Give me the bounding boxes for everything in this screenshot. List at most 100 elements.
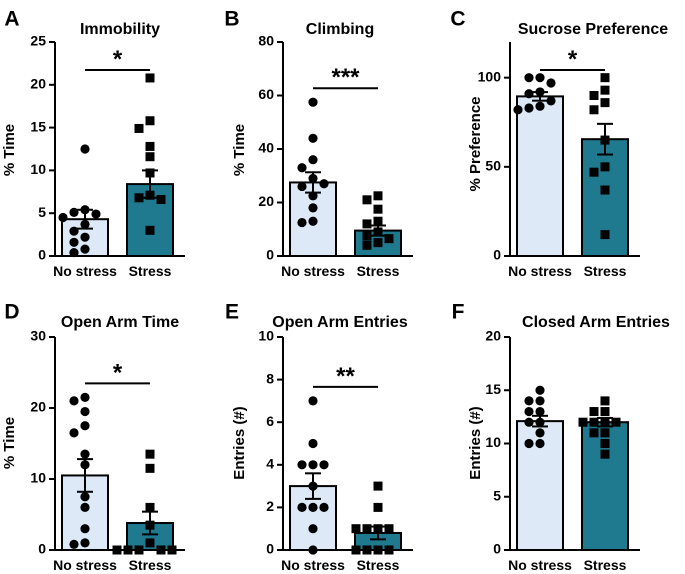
data-point-stress: [600, 185, 610, 195]
y-tick-label: 100: [478, 68, 502, 84]
y-tick-label: 0: [493, 247, 501, 263]
data-point-stress: [600, 98, 610, 108]
data-point-stress: [600, 417, 610, 427]
data-point-no-stress: [69, 539, 79, 549]
data-point-no-stress: [80, 219, 90, 229]
category-label-stress: Stress: [129, 557, 172, 573]
y-tick-label: 60: [258, 86, 274, 102]
data-point-no-stress: [319, 179, 329, 189]
panel-letter: D: [4, 301, 19, 324]
data-point-stress: [373, 524, 383, 534]
data-point-no-stress: [308, 502, 318, 512]
y-tick-label: 30: [30, 328, 46, 344]
panel-letter: B: [224, 8, 239, 31]
data-point-stress: [373, 238, 383, 248]
data-point-no-stress: [297, 502, 307, 512]
data-point-no-stress: [80, 232, 90, 242]
data-point-no-stress: [535, 417, 545, 427]
data-point-no-stress: [308, 396, 318, 406]
category-label-no-stress: No stress: [53, 263, 117, 279]
data-point-stress: [373, 481, 383, 491]
y-tick-label: 20: [485, 328, 501, 344]
data-point-no-stress: [308, 133, 318, 143]
data-point-no-stress: [297, 460, 307, 470]
data-point-no-stress: [58, 212, 68, 223]
data-point-no-stress: [524, 417, 534, 427]
data-point-stress: [600, 73, 610, 83]
chart-title: Climbing: [306, 21, 374, 38]
chart-panel-d: D Open Arm Time % Time 0 10 20 30 No stress Stre…: [1, 301, 185, 573]
data-point-stress: [362, 545, 372, 555]
data-point-stress: [134, 545, 144, 555]
data-point-stress: [123, 545, 133, 555]
y-axis-label: % Time: [231, 124, 248, 176]
category-label-no-stress: No stress: [53, 557, 117, 573]
y-tick-label: 8: [266, 370, 274, 386]
data-point-no-stress: [297, 163, 307, 173]
data-point-no-stress: [308, 97, 318, 107]
y-tick-label: 4: [266, 456, 274, 472]
data-point-no-stress: [524, 396, 534, 406]
chart-title: Sucrose Preference: [518, 21, 668, 38]
data-point-stress: [600, 449, 610, 459]
panel-letter: A: [4, 8, 19, 31]
data-point-no-stress: [308, 524, 318, 534]
category-label-stress: Stress: [584, 263, 627, 279]
data-point-stress: [112, 545, 122, 555]
data-point-stress: [384, 545, 394, 555]
data-point-no-stress: [546, 96, 556, 106]
data-point-stress: [373, 502, 383, 512]
data-point-stress: [362, 219, 372, 229]
data-point-no-stress: [308, 216, 318, 226]
data-point-no-stress: [524, 406, 534, 417]
data-point-stress: [145, 520, 155, 530]
data-point-no-stress: [535, 438, 545, 449]
data-point-stress: [373, 545, 383, 555]
data-point-no-stress: [535, 385, 545, 395]
panel-letter: C: [450, 8, 465, 31]
data-point-no-stress: [80, 460, 90, 470]
data-point-no-stress: [308, 545, 318, 555]
data-point-stress: [145, 190, 155, 200]
data-point-no-stress: [524, 73, 534, 83]
category-label-no-stress: No stress: [281, 557, 345, 573]
data-point-stress: [362, 524, 372, 534]
data-point-no-stress: [535, 428, 545, 438]
data-point-no-stress: [91, 209, 101, 219]
y-tick-label: 2: [266, 498, 274, 514]
y-tick-label: 0: [266, 247, 274, 263]
y-tick-label: 0: [493, 541, 501, 557]
data-point-stress: [145, 538, 155, 548]
data-point-no-stress: [524, 103, 534, 113]
category-label-no-stress: No stress: [281, 263, 345, 279]
data-point-stress: [145, 141, 155, 151]
y-tick-label: 50: [485, 158, 501, 174]
y-axis-label: % Time: [1, 417, 18, 469]
data-point-stress: [362, 195, 372, 205]
data-point-no-stress: [535, 101, 545, 111]
y-axis-label: Entries (#): [467, 406, 484, 479]
y-tick-label: 0: [266, 541, 274, 557]
data-point-no-stress: [80, 392, 90, 402]
panel-letter: F: [452, 301, 465, 324]
data-point-no-stress: [535, 73, 545, 83]
data-point-stress: [600, 396, 610, 406]
category-label-stress: Stress: [357, 263, 400, 279]
y-tick-label: 0: [38, 247, 46, 263]
data-point-no-stress: [308, 203, 318, 213]
data-point-stress: [589, 91, 599, 100]
data-point-stress: [589, 167, 599, 177]
data-point-no-stress: [80, 205, 90, 215]
y-tick-label: 15: [30, 118, 46, 134]
data-point-no-stress: [535, 406, 545, 417]
category-label-stress: Stress: [129, 263, 172, 279]
chart-title: Open Arm Entries: [272, 314, 408, 331]
data-point-no-stress: [80, 421, 90, 431]
data-point-stress: [145, 116, 155, 126]
y-axis-label: Entries (#): [231, 406, 248, 479]
data-point-no-stress: [319, 502, 329, 512]
data-point-no-stress: [69, 237, 79, 247]
data-point-no-stress: [524, 89, 534, 99]
data-point-stress: [156, 545, 166, 555]
